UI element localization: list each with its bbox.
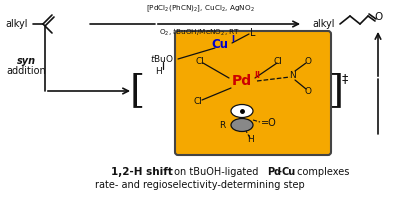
Text: O: O (304, 87, 312, 96)
Text: on tBuOH-ligated: on tBuOH-ligated (171, 167, 262, 177)
Text: Cl: Cl (274, 56, 282, 65)
Text: Cl: Cl (196, 56, 204, 65)
Text: H: H (156, 66, 162, 75)
Text: 1,2-H shift: 1,2-H shift (111, 167, 173, 177)
Text: ‡: ‡ (342, 73, 348, 85)
Text: H: H (247, 135, 253, 144)
Text: syn: syn (16, 56, 36, 66)
Text: O: O (304, 56, 312, 65)
Text: N: N (289, 71, 295, 80)
Text: II: II (254, 70, 260, 79)
Text: Pd: Pd (267, 167, 281, 177)
Ellipse shape (231, 104, 253, 117)
Text: alkyl: alkyl (5, 19, 28, 29)
Text: alkyl: alkyl (312, 19, 334, 29)
Text: [: [ (130, 73, 144, 110)
Text: L: L (250, 28, 256, 38)
Ellipse shape (231, 119, 253, 131)
FancyBboxPatch shape (175, 31, 331, 155)
Text: =O: =O (261, 118, 277, 128)
Text: -: - (277, 167, 281, 177)
Text: Pd: Pd (232, 74, 252, 88)
Text: Cu: Cu (212, 38, 228, 51)
Text: O: O (374, 12, 382, 22)
Text: R: R (219, 121, 225, 130)
Text: complexes: complexes (294, 167, 349, 177)
Text: O$_2$, $t$BuOH/MeNO$_2$, RT: O$_2$, $t$BuOH/MeNO$_2$, RT (159, 27, 241, 38)
Text: addition: addition (6, 66, 46, 76)
Text: $t$BuO: $t$BuO (150, 54, 174, 65)
Text: Cu: Cu (281, 167, 295, 177)
Text: Cl: Cl (194, 98, 202, 107)
Text: [PdCl$_2$(PhCN)$_2$], CuCl$_2$, AgNO$_2$: [PdCl$_2$(PhCN)$_2$], CuCl$_2$, AgNO$_2$ (146, 4, 254, 14)
Text: ]: ] (328, 73, 344, 110)
Text: rate- and regioselectivity-determining step: rate- and regioselectivity-determining s… (95, 180, 305, 190)
Text: I: I (231, 36, 234, 45)
